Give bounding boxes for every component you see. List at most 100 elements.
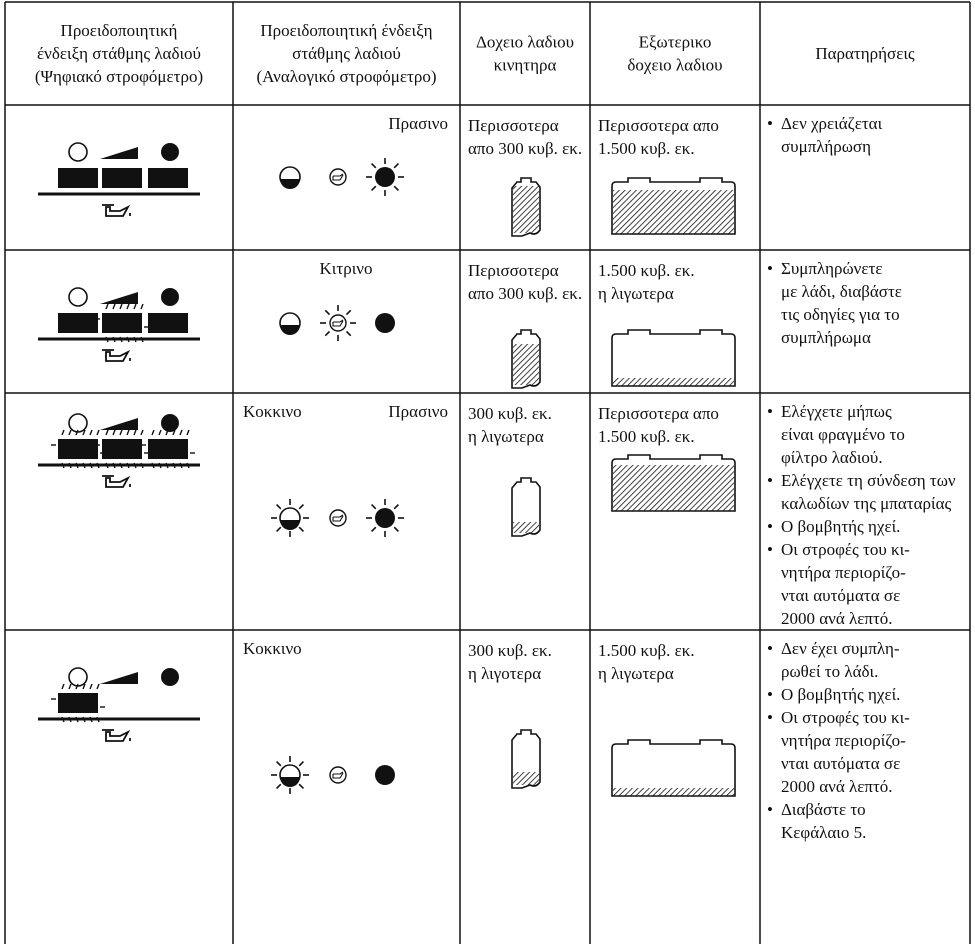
ray: [298, 526, 305, 533]
header-text: Προειδοποιητική ένδειξη: [260, 21, 432, 40]
header-text: δοχειο λαδιου: [627, 55, 722, 74]
bullet: •: [767, 471, 773, 490]
lamp: [161, 414, 179, 432]
flash-tick: [61, 683, 65, 690]
lamp: [68, 142, 88, 162]
lamp-color: Κιτρινο: [320, 259, 373, 278]
lamp: [161, 668, 179, 686]
header-text: Προειδοποιητική: [61, 21, 178, 40]
note-text: Συμπληρώνετε: [781, 259, 882, 278]
oil-glyph: [332, 319, 344, 327]
flash-tick: [112, 303, 116, 310]
flash-tick: [68, 683, 72, 690]
lamp-color: Πρασινο: [388, 114, 448, 133]
bullet: •: [767, 800, 773, 819]
tank-oil: [613, 190, 734, 234]
header-text: Παρατηρήσεις: [815, 44, 915, 63]
row-icons: [38, 287, 736, 389]
tank-oil: [513, 522, 539, 533]
oil-can: [102, 729, 131, 742]
note-text: φίλτρο λαδιού.: [781, 448, 883, 467]
note-text: Δεν έχει συμπλη-: [781, 639, 900, 658]
flash-tick: [151, 429, 155, 436]
display-bar: [102, 313, 142, 333]
note-text: Οι στροφές του κι-: [781, 708, 910, 727]
display-bar: [58, 168, 98, 188]
tank-level: η λιγωτερα: [468, 427, 544, 446]
flash-tick: [186, 429, 190, 436]
header-text: (Ψηφιακό στροφόμετρο): [35, 67, 203, 86]
lamp: [375, 313, 395, 333]
flash-tick: [133, 429, 137, 436]
note-text: ρωθεί το λάδι.: [781, 662, 878, 681]
note-text: είναι φραγμένο το: [781, 425, 905, 444]
rev-wedge: [100, 418, 138, 430]
flash-tick: [89, 429, 93, 436]
lamp: [161, 288, 179, 306]
ray: [275, 760, 282, 767]
ray: [393, 503, 400, 510]
oil-glyph: [332, 173, 344, 181]
rev-wedge: [100, 292, 138, 304]
tank-level: 300 κυβ. εκ.: [468, 404, 552, 423]
oil-can: [102, 204, 131, 217]
lamp: [375, 167, 395, 187]
external-tank: [611, 454, 736, 512]
flash-tick: [105, 429, 109, 436]
lamp: [329, 509, 347, 527]
ray: [345, 309, 352, 316]
tank-level: 1.500 κυβ. εκ.: [598, 641, 695, 660]
ray: [345, 330, 352, 337]
display-bar: [148, 168, 188, 188]
lamp-color: Πρασινο: [388, 402, 448, 421]
header-text: κινητηρα: [494, 55, 557, 74]
display-bar: [58, 693, 98, 713]
note-text: με λάδι, διαβάστε: [781, 282, 902, 301]
display-bar: [58, 439, 98, 459]
flash-tick: [96, 683, 100, 690]
flash-tick: [126, 429, 130, 436]
bullet: •: [767, 639, 773, 658]
note-text: 2000 ανά λεπτό.: [781, 609, 893, 628]
row-icons: [38, 667, 736, 797]
tank-level: 1.500 κυβ. εκ.: [598, 427, 695, 446]
bullet: •: [767, 540, 773, 559]
flash-tick: [112, 429, 116, 436]
ray: [370, 503, 377, 510]
lamp-color: Κοκκινο: [243, 639, 302, 658]
flash-tick: [105, 303, 109, 310]
tank-level: η λιγωτερα: [598, 664, 674, 683]
lamp: [329, 168, 347, 186]
ray: [275, 503, 282, 510]
flash-tick: [119, 429, 123, 436]
note-text: Ο βομβητής ηχεί.: [781, 685, 900, 704]
tank-level: 300 κυβ. εκ.: [468, 641, 552, 660]
flash-tick: [75, 683, 79, 690]
ray: [298, 503, 305, 510]
note-text: νητήρα περιορίζο-: [781, 563, 906, 582]
tank-oil: [613, 465, 734, 511]
ray: [393, 162, 400, 169]
note-text: νητήρα περιορίζο-: [781, 731, 906, 750]
ray: [370, 162, 377, 169]
lamp: [375, 508, 395, 528]
note-text: καλωδίων της μπαταρίας: [781, 494, 951, 513]
lamp: [68, 413, 88, 433]
lamp: [375, 765, 395, 785]
tank-oil: [513, 186, 539, 233]
header-text: ένδειξη στάθμης λαδιού: [37, 44, 201, 63]
lamp: [161, 143, 179, 161]
flash-tick: [96, 429, 100, 436]
ray: [324, 309, 331, 316]
row-icons: [38, 413, 736, 537]
flash-tick: [89, 683, 93, 690]
display-bar: [148, 313, 188, 333]
ray: [370, 526, 377, 533]
ray: [275, 783, 282, 790]
tank-level: απο 300 κυβ. εκ.: [468, 284, 582, 303]
tank-level: Περισσοτερα: [468, 116, 559, 135]
engine-tank: [511, 177, 541, 237]
note-text: συμπλήρωμα: [781, 328, 871, 347]
flash-tick: [126, 303, 130, 310]
